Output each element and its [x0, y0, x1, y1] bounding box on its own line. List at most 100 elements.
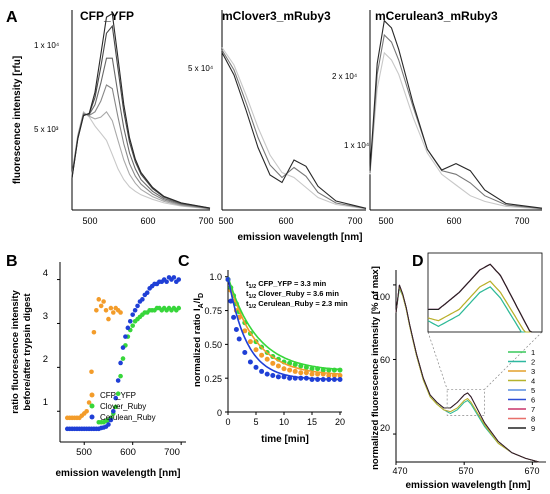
- panel-label-a: A: [6, 9, 18, 26]
- data-point: [96, 297, 102, 302]
- data-point: [259, 352, 265, 358]
- legend-label: Clover_Ruby: [100, 402, 146, 411]
- panel-b-ytick-label: 4: [43, 268, 48, 279]
- data-point: [264, 356, 270, 362]
- panel-a-title-cfp-yfp: CFP_YFP: [80, 9, 134, 23]
- panel-c-xtick-label: 5: [253, 417, 258, 427]
- data-point: [275, 363, 281, 369]
- legend-marker: [89, 403, 95, 409]
- panel-c-ytick-label: 0: [217, 408, 222, 418]
- data-point: [91, 329, 97, 335]
- data-point: [118, 360, 123, 366]
- data-point: [106, 316, 111, 322]
- data-point: [287, 375, 293, 381]
- data-point: [130, 312, 135, 317]
- legend-label: 6: [531, 396, 535, 405]
- legend-label: 8: [531, 415, 535, 424]
- panel-a2-xtick-label: 500: [218, 216, 233, 226]
- annotation-sub: 1/2: [249, 294, 257, 300]
- panel-c-y-axis-label-sub-d: D: [198, 293, 205, 298]
- panel-a1-xtick-label: 700: [198, 216, 213, 226]
- legend-label: 1: [531, 348, 535, 357]
- spectrum-line: [369, 51, 543, 210]
- data-point: [253, 364, 259, 370]
- panel-a3-series: [369, 19, 543, 210]
- data-point: [242, 328, 248, 334]
- panel-c-xtick-label: 0: [225, 417, 230, 427]
- data-point: [233, 327, 239, 333]
- panel-a3-xtick-label: 700: [514, 216, 529, 226]
- panel-d-ytick-label: 100: [375, 292, 390, 302]
- spectrum-line: [395, 284, 546, 463]
- data-point: [113, 395, 119, 401]
- data-point: [264, 371, 270, 377]
- legend-label: 5: [531, 386, 535, 395]
- zoom-connector: [484, 331, 543, 390]
- spectrum-line: [369, 19, 543, 209]
- panel-d-x-axis-label: emission wavelength [nm]: [405, 480, 530, 491]
- spectrum-line: [71, 24, 211, 209]
- panel-c-xtick-label: 15: [307, 417, 317, 427]
- legend-label: 9: [531, 424, 535, 433]
- data-point: [176, 277, 182, 282]
- panel-a2-ytick-label: 5 x 10⁴: [188, 64, 214, 73]
- panel-b-x-axis-label: emission wavelength [nm]: [55, 468, 180, 479]
- panel-b-ytick-label: 3: [43, 311, 48, 322]
- spectrum-line: [221, 49, 367, 210]
- spectrum-line: [221, 47, 367, 210]
- data-point: [98, 303, 104, 309]
- legend-label: Cerulean_Ruby: [100, 413, 156, 422]
- annotation-sub: 1/2: [249, 304, 257, 310]
- data-point: [135, 303, 140, 309]
- panel-label-d: D: [412, 253, 424, 270]
- panel-a-subplot-1: 1 x 10⁴ 5 x 10³ 500 600 700: [34, 10, 214, 226]
- data-point: [292, 362, 298, 368]
- panel-b-xtick-label: 500: [76, 447, 92, 458]
- data-point: [127, 318, 133, 324]
- data-point: [259, 368, 265, 374]
- zoom-connector: [427, 331, 448, 390]
- spectrum-line: [71, 12, 211, 209]
- legend-label: 2: [531, 358, 535, 367]
- panel-a1-xtick-label: 600: [140, 216, 155, 226]
- annotation-text: CFP_YFP = 3.3 min: [256, 279, 327, 288]
- panel-a1-ytick-label: 1 x 10⁴: [34, 41, 60, 50]
- data-point: [270, 360, 276, 366]
- panel-a1-series: [71, 12, 211, 210]
- panel-a3-ytick-label: 2 x 10⁴: [332, 72, 358, 81]
- panel-c-xtick-label: 10: [279, 417, 289, 427]
- data-point: [111, 310, 116, 315]
- panel-a3-ytick-label: 1 x 10⁴: [344, 141, 370, 150]
- data-point: [303, 364, 309, 370]
- data-point: [144, 290, 150, 296]
- annotation-text: Clover_Ruby = 3.6 min: [256, 289, 339, 298]
- panel-c-ytick-label: 1.0: [209, 272, 222, 282]
- panel-c-ytick-label: 0.50: [204, 340, 222, 350]
- panel-a3-xtick-label: 600: [446, 216, 461, 226]
- data-point: [123, 334, 128, 339]
- data-point: [270, 372, 276, 378]
- data-point: [113, 404, 119, 410]
- panel-label-b: B: [6, 253, 18, 270]
- panel-c-y-axis-label-sub-a: A: [198, 303, 205, 308]
- data-point: [101, 299, 106, 304]
- data-point: [242, 349, 248, 355]
- panel-c-ytick-label: 0.75: [204, 306, 222, 316]
- data-point: [118, 373, 123, 379]
- panel-b-ytick-label: 1: [43, 397, 48, 408]
- data-point: [281, 366, 287, 372]
- panel-d-xtick-label: 670: [524, 466, 539, 476]
- panel-d-ytick-label: 60: [380, 355, 390, 365]
- data-point: [115, 378, 121, 383]
- data-point: [236, 336, 242, 342]
- spectrum-line: [71, 110, 211, 210]
- legend-marker: [89, 392, 95, 398]
- panel-a1-ytick-label: 5 x 10³: [34, 125, 59, 134]
- data-point: [125, 325, 131, 331]
- panel-a2-xtick-label: 600: [278, 216, 293, 226]
- data-point: [86, 400, 92, 405]
- data-point: [287, 367, 293, 373]
- panel-d-series: [395, 284, 546, 463]
